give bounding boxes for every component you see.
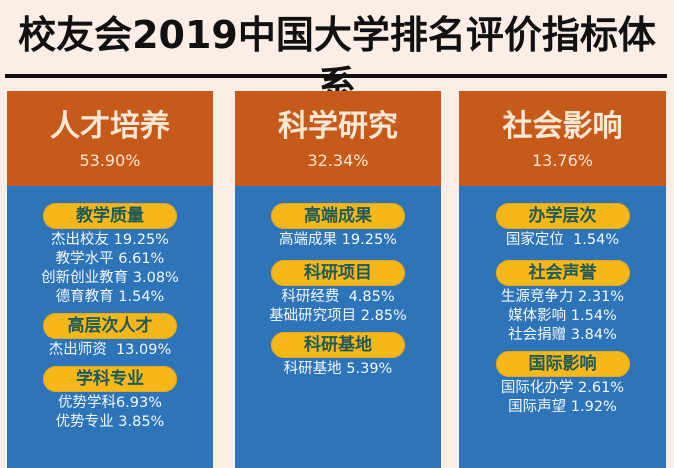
indicator-group: 办学层次 国家定位 1.54% <box>459 203 666 250</box>
indicator-group: 学科专业 优势学科6.93% 优势专业 3.85% <box>7 366 213 432</box>
group-label-pill: 高层次人才 <box>43 313 177 339</box>
indicator-item: 基础研究项目 2.85% <box>269 308 407 324</box>
column-weight: 13.76% <box>531 151 593 170</box>
indicator-group: 教学质量 杰出校友 19.25% 教学水平 6.61% 创新创业教育 3.08%… <box>7 203 213 307</box>
column-name: 社会影响 <box>502 109 623 144</box>
column-header: 社会影响 13.76% <box>459 91 666 186</box>
column-name: 科学研究 <box>278 109 398 144</box>
indicator-item: 生源竞争力 2.31% <box>500 289 625 305</box>
column-weight: 53.90% <box>79 151 141 170</box>
column-body: 办学层次 国家定位 1.54% 社会声誉 生源竞争力 2.31% 媒体影响 1.… <box>459 186 666 468</box>
group-label-pill: 国际影响 <box>495 351 630 377</box>
column-weight: 32.34% <box>307 151 369 170</box>
group-label-pill: 科研项目 <box>271 260 405 286</box>
indicator-group: 科研项目 科研经费 4.85% 基础研究项目 2.85% <box>235 260 441 326</box>
title-divider <box>5 74 667 78</box>
indicator-group: 科研基地 科研基地 5.39% <box>235 332 441 379</box>
column-scientific-research: 科学研究 32.34% 高端成果 高端成果 19.25% 科研项目 科研经费 4… <box>235 91 441 468</box>
group-label-pill: 高端成果 <box>271 203 405 229</box>
indicator-item: 国际声望 1.92% <box>508 399 617 415</box>
indicator-item: 国际化办学 2.61% <box>500 380 625 396</box>
group-label-pill: 科研基地 <box>271 332 405 358</box>
indicator-item: 杰出师资 13.09% <box>48 342 172 358</box>
indicator-item: 德育教育 1.54% <box>55 289 165 305</box>
indicator-group: 高端成果 高端成果 19.25% <box>235 203 441 250</box>
group-label-pill: 教学质量 <box>43 203 177 229</box>
column-talent-training: 人才培养 53.90% 教学质量 杰出校友 19.25% 教学水平 6.61% … <box>7 91 213 468</box>
indicator-group: 国际影响 国际化办学 2.61% 国际声望 1.92% <box>459 351 666 417</box>
indicator-item: 高端成果 19.25% <box>279 232 397 248</box>
indicator-item: 优势专业 3.85% <box>55 414 165 430</box>
column-name: 人才培养 <box>50 109 170 144</box>
column-body: 高端成果 高端成果 19.25% 科研项目 科研经费 4.85% 基础研究项目 … <box>235 186 441 468</box>
column-header: 科学研究 32.34% <box>235 91 441 186</box>
indicator-item: 优势学科6.93% <box>57 395 163 411</box>
group-label-pill: 办学层次 <box>495 203 630 229</box>
group-label-pill: 学科专业 <box>43 366 177 392</box>
indicator-item: 科研经费 4.85% <box>281 289 395 305</box>
indicator-group: 社会声誉 生源竞争力 2.31% 媒体影响 1.54% 社会捐赠 3.84% <box>459 260 666 345</box>
group-label-pill: 社会声誉 <box>495 260 630 286</box>
indicator-item: 国家定位 1.54% <box>505 232 620 248</box>
indicator-item: 媒体影响 1.54% <box>508 308 617 324</box>
column-body: 教学质量 杰出校友 19.25% 教学水平 6.61% 创新创业教育 3.08%… <box>7 186 213 468</box>
indicator-item: 杰出校友 19.25% <box>51 232 169 248</box>
indicator-item: 科研基地 5.39% <box>283 361 393 377</box>
column-social-influence: 社会影响 13.76% 办学层次 国家定位 1.54% 社会声誉 生源竞争力 2… <box>459 91 666 468</box>
page-title: 校友会2019中国大学排名评价指标体系 <box>18 13 656 107</box>
indicator-item: 社会捐赠 3.84% <box>508 327 617 343</box>
indicator-group: 高层次人才 杰出师资 13.09% <box>7 313 213 360</box>
indicator-item: 创新创业教育 3.08% <box>41 270 179 286</box>
indicator-item: 教学水平 6.61% <box>55 251 165 267</box>
column-header: 人才培养 53.90% <box>7 91 213 186</box>
